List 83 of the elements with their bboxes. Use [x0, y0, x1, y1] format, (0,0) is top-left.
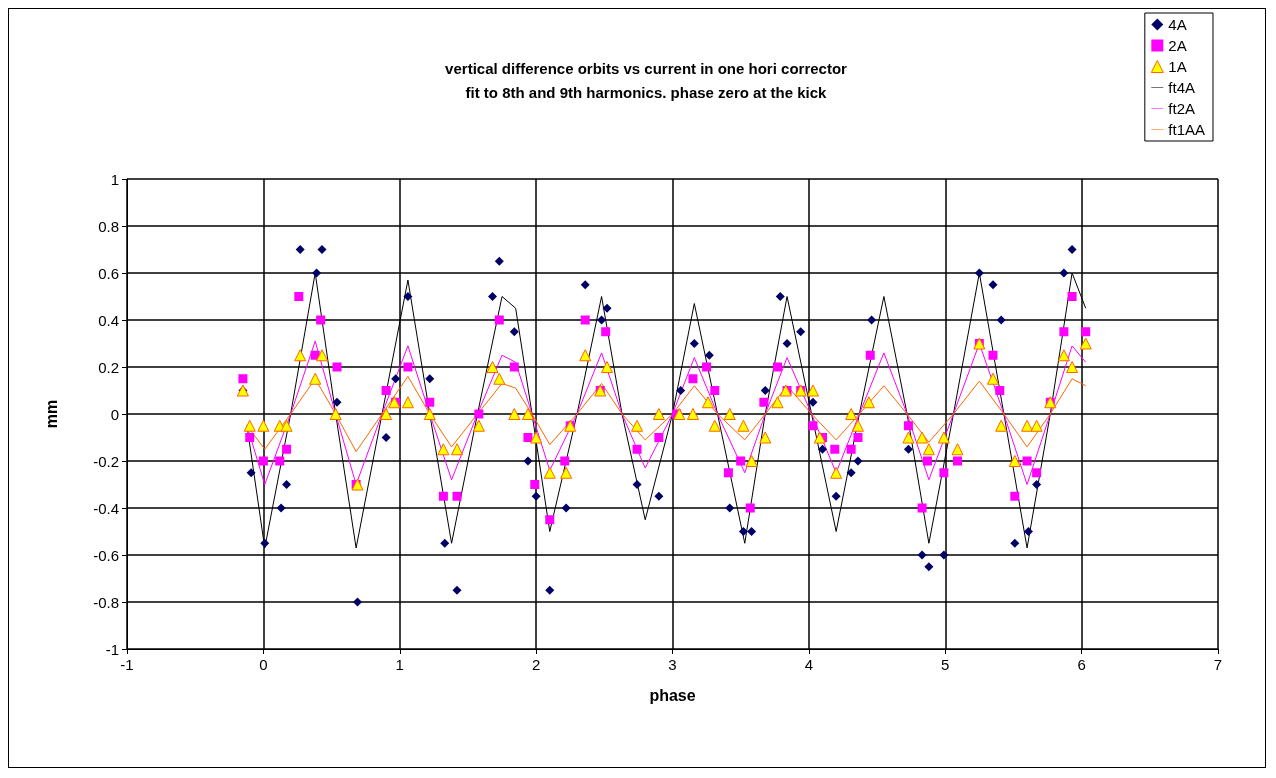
point: [317, 245, 327, 254]
point: [676, 386, 686, 395]
point: [276, 503, 286, 513]
point: [903, 444, 913, 454]
point: [312, 268, 322, 278]
point: [867, 315, 877, 325]
point: [725, 503, 735, 513]
y-tick-label: 1: [110, 170, 119, 188]
point: [282, 480, 292, 489]
point: [494, 256, 504, 266]
point: [381, 433, 391, 442]
point: [1032, 480, 1042, 489]
point: [295, 245, 305, 254]
y-tick-label: -0.8: [93, 593, 119, 611]
x-tick-label: 2: [531, 656, 541, 673]
point: [689, 339, 699, 348]
point: [332, 397, 342, 407]
y-tick-label: 0: [110, 405, 119, 423]
point: [597, 315, 607, 325]
point: [818, 444, 828, 454]
point: [580, 280, 590, 290]
point: [654, 491, 664, 501]
y-tick-label: 0.4: [98, 311, 119, 329]
point: [452, 585, 462, 595]
legend-label: ft4A: [1168, 79, 1195, 96]
x-tick-label: 6: [1077, 656, 1086, 673]
point: [924, 562, 934, 572]
point: [1059, 268, 1069, 278]
x-tick-label: 3: [668, 656, 677, 673]
point: [545, 585, 555, 595]
point: [996, 315, 1006, 325]
point: [846, 468, 856, 478]
point: [738, 527, 748, 536]
legend-label: 1A: [1168, 58, 1187, 75]
x-tick-label: 7: [1213, 656, 1223, 673]
chart-title: vertical difference orbits vs current in one hori corrector fit to 8th and 9th harmonics. phase zero at the kick: [445, 59, 848, 101]
point: [853, 456, 863, 466]
point: [974, 268, 984, 278]
point: [531, 491, 541, 501]
point: [632, 480, 642, 489]
legend-label: ft2A: [1168, 100, 1195, 117]
point: [561, 503, 571, 513]
x-axis-title: phase: [649, 686, 696, 704]
point: [988, 280, 998, 290]
point: [523, 456, 533, 466]
point: [391, 374, 401, 384]
point: [352, 597, 362, 607]
point: [509, 327, 519, 337]
point: [760, 386, 770, 395]
point: [1010, 538, 1020, 548]
x-tick-label: 1: [395, 656, 404, 673]
point: [425, 374, 435, 384]
x-tick-label: 5: [941, 656, 950, 673]
point: [939, 550, 949, 560]
point: [831, 491, 841, 501]
y-tick-label: 0.6: [98, 264, 119, 282]
point: [403, 292, 413, 301]
x-tick-label: 4: [804, 656, 814, 673]
point: [808, 397, 818, 407]
point: [796, 327, 806, 337]
y-tick-label: 0.8: [98, 217, 119, 235]
point: [602, 303, 612, 313]
point: [440, 538, 450, 548]
point: [487, 292, 497, 301]
point: [1067, 245, 1077, 254]
point: [747, 527, 757, 536]
point: [246, 468, 256, 478]
y-tick-label: -0.6: [93, 546, 119, 564]
point: [782, 339, 792, 348]
point: [917, 550, 927, 560]
legend-label: 2A: [1168, 37, 1187, 54]
y-tick-label: -0.4: [93, 499, 119, 517]
point: [1023, 527, 1033, 536]
x-tick-label: 0: [259, 656, 268, 673]
point: [775, 292, 785, 301]
y-tick-label: -0.2: [93, 452, 119, 470]
legend-label: 4A: [1168, 16, 1187, 33]
legend-label: ft1AA: [1168, 121, 1205, 138]
y-axis-title: mm: [42, 399, 60, 429]
y-tick-label: 0.2: [98, 358, 119, 376]
point: [260, 538, 270, 548]
y-tick-label: -1: [105, 640, 119, 658]
point: [704, 350, 714, 360]
